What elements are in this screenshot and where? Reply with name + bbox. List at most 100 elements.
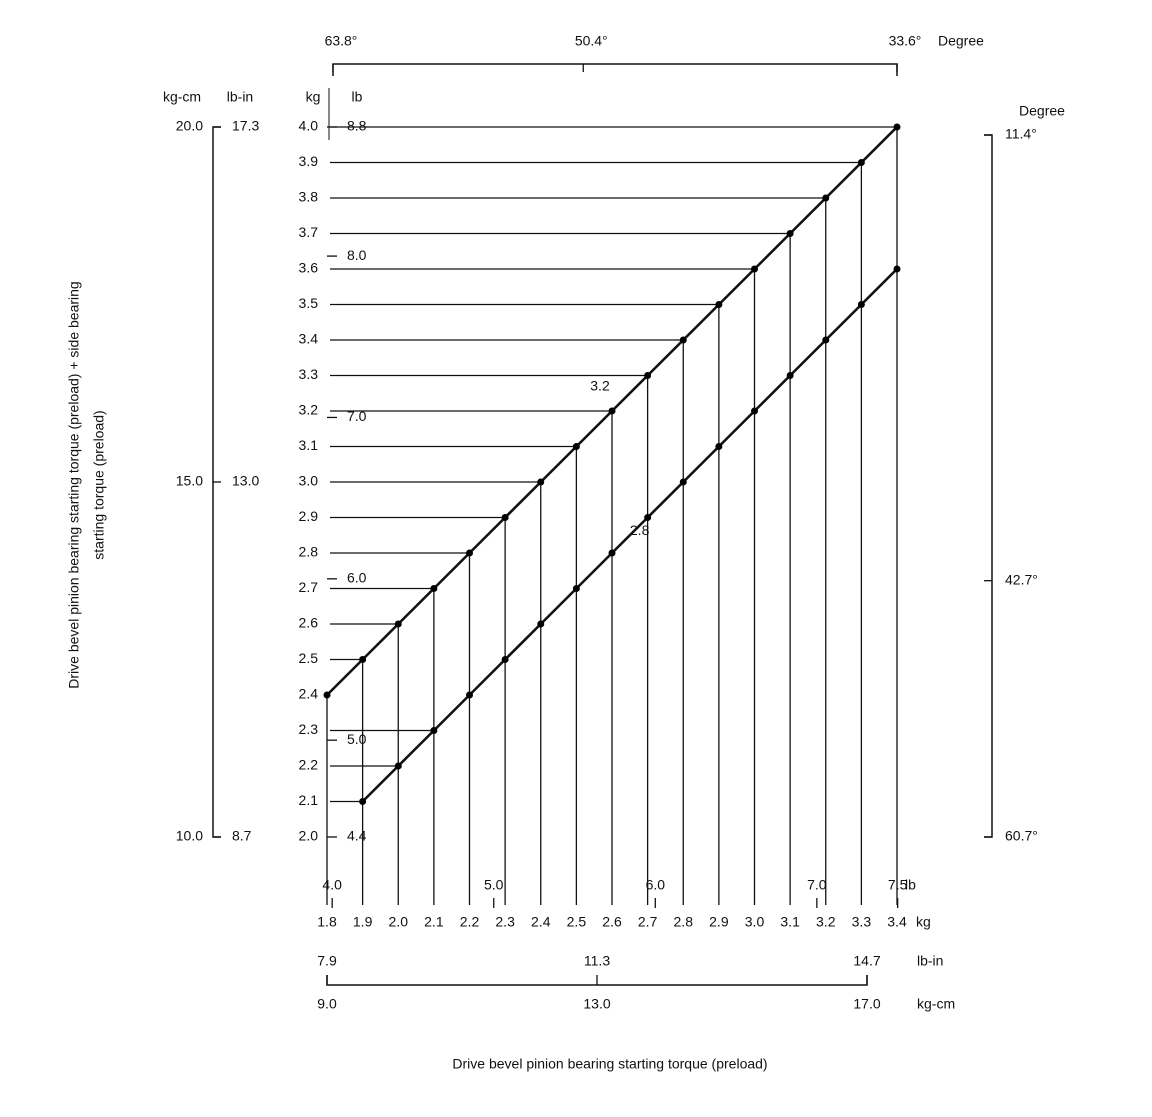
scale-tick-label: 8.7 [232, 828, 252, 844]
y-tick-label: 2.1 [299, 792, 319, 808]
scale-tick-label: 8.8 [347, 118, 367, 134]
series-point [572, 443, 580, 450]
scale-tick-label: 4.4 [347, 828, 367, 844]
scale-tick-label: 5.0 [347, 731, 367, 747]
y-tick-label: 3.9 [299, 153, 319, 169]
scale-tick-label: 13.0 [232, 473, 259, 489]
scale-tick-label: 7.5 [888, 877, 908, 893]
scale-unit: kg-cm [163, 89, 201, 105]
x-tick-label: 2.2 [460, 914, 480, 930]
y-tick-label: 3.7 [299, 224, 319, 240]
y-tick-label: 2.7 [299, 579, 319, 595]
series-point [751, 407, 758, 415]
x-tick-label: 2.0 [389, 914, 409, 930]
scale-bracket [984, 134, 993, 838]
scale-tick-label: 6.0 [347, 570, 367, 586]
scale-tick-label: 60.7° [1005, 828, 1038, 844]
y-tick-label: 2.8 [299, 544, 319, 560]
scale-unit: Degree [938, 33, 984, 49]
scale-tick-label: 17.0 [853, 996, 880, 1012]
series-point [394, 620, 402, 628]
series-point [715, 443, 723, 450]
scale-tick-label: 5.0 [484, 877, 504, 893]
series-point [644, 514, 652, 521]
y-tick-label: 3.2 [299, 402, 319, 418]
series-point [751, 265, 758, 273]
scale-tick-label: 9.0 [317, 996, 337, 1012]
y-tick-label: 3.4 [299, 331, 319, 347]
series-point [359, 656, 367, 663]
y-tick-label: 2.4 [299, 686, 319, 702]
y-tick-label: 2.0 [299, 828, 319, 844]
x-tick-label: 2.7 [638, 914, 658, 930]
series-label: 3.2 [590, 378, 610, 394]
scale-tick-label: 10.0 [176, 828, 203, 844]
y-tick-label: 3.8 [299, 189, 319, 205]
scale-tick-label: 17.3 [232, 118, 259, 134]
x-tick-label: 3.3 [852, 914, 872, 930]
series-point [679, 478, 687, 486]
series-point [822, 194, 830, 202]
series-point [323, 691, 331, 699]
scale-unit: lb [905, 877, 916, 893]
scale-unit: Degree [1019, 103, 1065, 119]
x-tick-label: 2.3 [495, 914, 515, 930]
scale-tick-label: 14.7 [853, 953, 880, 969]
series-point [537, 620, 545, 628]
y-tick-label: 3.1 [299, 437, 319, 453]
x-unit: kg [916, 914, 931, 930]
scale-unit: lb-in [917, 953, 943, 969]
series-point [537, 478, 545, 486]
scale-bracket [332, 63, 898, 76]
y-tick-label: 3.0 [299, 473, 319, 489]
scale-tick-label: 20.0 [176, 118, 203, 134]
series-point [430, 727, 438, 734]
series-point [466, 691, 473, 699]
x-tick-label: 3.0 [745, 914, 765, 930]
y-tick-label: 2.5 [299, 650, 319, 666]
scale-tick-label: 6.0 [646, 877, 666, 893]
series-point [644, 372, 652, 379]
y-tick-label: 2.9 [299, 508, 319, 524]
series-point [359, 798, 367, 805]
y-tick-label: 3.3 [299, 366, 319, 382]
y-tick-label: 2.6 [299, 615, 319, 631]
series-point [501, 514, 509, 521]
scale-tick-label: 13.0 [583, 996, 610, 1012]
y-tick-label: 3.6 [299, 260, 319, 276]
scale-tick-label: 15.0 [176, 473, 203, 489]
x-tick-label: 2.6 [602, 914, 622, 930]
x-title: Drive bevel pinion bearing starting torq… [452, 1056, 767, 1072]
y-unit: kg [306, 89, 321, 105]
x-tick-label: 2.1 [424, 914, 444, 930]
series-point [394, 762, 402, 770]
y-title: starting torque (preload) [91, 410, 107, 559]
x-tick-label: 1.9 [353, 914, 373, 930]
y-tick-label: 4.0 [299, 118, 319, 134]
x-tick-label: 2.9 [709, 914, 729, 930]
x-tick-label: 2.8 [674, 914, 694, 930]
y-title: Drive bevel pinion bearing starting torq… [66, 281, 82, 688]
scale-unit: lb [352, 89, 363, 105]
series-point [857, 301, 865, 308]
scale-tick-label: 50.4° [575, 33, 608, 49]
series-point [679, 336, 687, 344]
series-point [715, 301, 723, 308]
series-point [430, 585, 438, 592]
scale-tick-label: 63.8° [325, 33, 358, 49]
series-point [786, 372, 794, 379]
series-point [501, 656, 509, 663]
scale-tick-label: 7.9 [317, 953, 337, 969]
x-tick-label: 3.4 [887, 914, 907, 930]
scale-tick-label: 11.3 [584, 953, 610, 969]
scale-unit: kg-cm [917, 996, 955, 1012]
x-tick-label: 2.5 [567, 914, 587, 930]
x-tick-label: 3.2 [816, 914, 836, 930]
scale-tick-label: 7.0 [807, 877, 827, 893]
y-tick-label: 2.3 [299, 721, 319, 737]
scale-unit: lb-in [227, 89, 253, 105]
scale-tick-label: 7.0 [347, 408, 367, 424]
scale-tick-label: 8.0 [347, 247, 367, 263]
